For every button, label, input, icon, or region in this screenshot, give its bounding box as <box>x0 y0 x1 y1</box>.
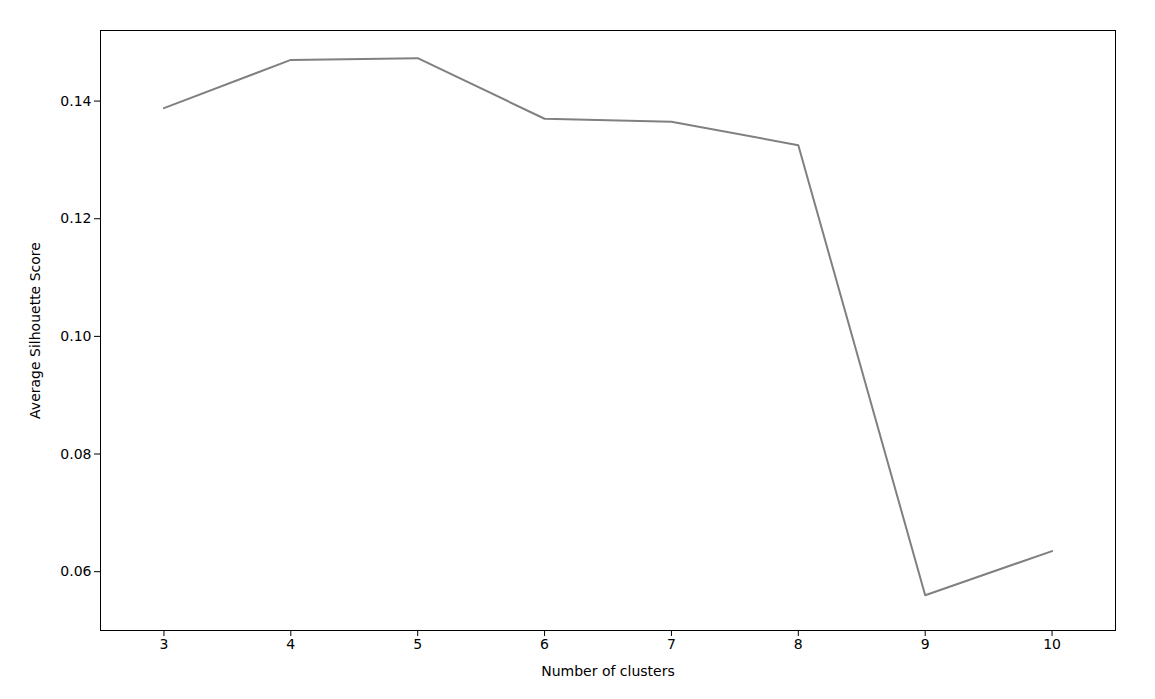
svg-text:10: 10 <box>1043 636 1061 652</box>
svg-text:Average Silhouette Score: Average Silhouette Score <box>27 242 43 419</box>
svg-text:0.12: 0.12 <box>60 210 91 226</box>
svg-text:3: 3 <box>159 636 168 652</box>
svg-text:Number of clusters: Number of clusters <box>541 663 675 679</box>
svg-text:8: 8 <box>794 636 803 652</box>
svg-text:4: 4 <box>286 636 295 652</box>
svg-text:6: 6 <box>540 636 549 652</box>
svg-text:9: 9 <box>921 636 930 652</box>
svg-text:0.06: 0.06 <box>60 563 91 579</box>
svg-text:5: 5 <box>413 636 422 652</box>
svg-text:0.08: 0.08 <box>60 446 91 462</box>
svg-text:0.14: 0.14 <box>60 93 91 109</box>
svg-text:0.10: 0.10 <box>60 328 91 344</box>
svg-text:7: 7 <box>667 636 676 652</box>
